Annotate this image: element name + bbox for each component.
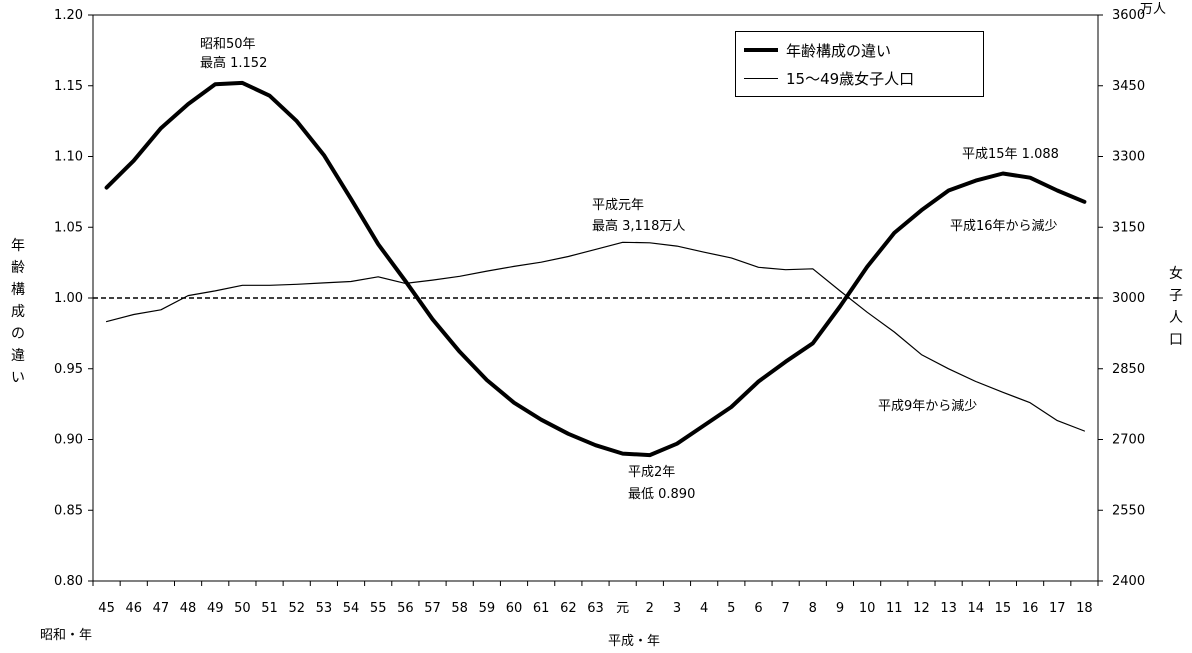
- y-left-tick-label: 1.05: [54, 220, 83, 235]
- y-right-tick-label: 3000: [1112, 291, 1145, 306]
- x-tick-label: 8: [809, 601, 817, 616]
- ylabel-char: 成: [11, 304, 25, 320]
- annotation-heisei15: 平成15年 1.088: [962, 147, 1059, 162]
- plot-frame: [92, 14, 1099, 582]
- annotation-heisei1-1: 平成元年: [592, 198, 644, 213]
- x-tick-label: 51: [261, 601, 278, 616]
- x-tick-label: 5: [727, 601, 735, 616]
- ylabel-char: 齢: [11, 260, 25, 276]
- x-tick-label: 57: [424, 601, 441, 616]
- y-right-tick-label: 3150: [1112, 220, 1145, 235]
- x-tick-label: 6: [754, 601, 762, 616]
- annotation-showa50-1: 昭和50年: [200, 37, 256, 52]
- x-tick-label: 55: [370, 601, 387, 616]
- x-tick-label: 56: [397, 601, 414, 616]
- ylabel-char: い: [11, 370, 25, 386]
- annotation-heisei2-1: 平成2年: [628, 465, 675, 480]
- ylabel-char: 女: [1169, 266, 1183, 282]
- x-tick-label: 52: [288, 601, 305, 616]
- y-right-tick-label: 2400: [1112, 574, 1145, 589]
- annotation-heisei2-2: 最低 0.890: [628, 487, 695, 502]
- series-lines: [104, 80, 1087, 458]
- x-tick-label: 13: [940, 601, 957, 616]
- xlabel-showa: 昭和・年: [40, 628, 92, 643]
- y-left-tick-label: 1.20: [54, 8, 83, 23]
- y-right-tick-label: 2550: [1112, 503, 1145, 518]
- x-tick-label: 54: [343, 601, 360, 616]
- x-tick-label: 4: [700, 601, 708, 616]
- y-right-tick-label: 2700: [1112, 433, 1145, 448]
- tick-labels: 0.80 0.85 0.90 0.95 1.00 1.05 1.10 1.15 1.20 2400…: [54, 8, 1145, 616]
- x-tick-label: 58: [451, 601, 468, 616]
- ylabel-char: の: [11, 326, 25, 342]
- annotation-showa50-2: 最高 1.152: [200, 55, 267, 71]
- legend-label-age: 年齢構成の違い: [786, 41, 892, 60]
- y-left-tick-label: 1.10: [54, 150, 83, 165]
- x-tick-label: 元: [616, 601, 629, 616]
- y-left-tick-label: 1.00: [54, 291, 83, 306]
- x-tick-label: 16: [1022, 601, 1039, 616]
- x-tick-label: 14: [967, 601, 984, 616]
- legend-swatch-thick: [744, 48, 778, 52]
- x-tick-label: 3: [673, 601, 681, 616]
- ylabel-char: 口: [1169, 332, 1183, 348]
- legend: 年齢構成の違い 15～49歳女子人口: [735, 31, 984, 97]
- x-tick-label: 53: [316, 601, 333, 616]
- x-tick-label: 2: [646, 601, 654, 616]
- x-tick-label: 62: [560, 601, 577, 616]
- annotation-heisei16: 平成16年から減少: [950, 218, 1058, 234]
- ylabel-char: 子: [1169, 288, 1183, 304]
- y-left-tick-label: 0.90: [54, 433, 83, 448]
- x-tick-label: 11: [886, 601, 903, 616]
- ylabel-char: 人: [1169, 310, 1183, 326]
- series-line-age-structure: [104, 80, 1087, 458]
- right-axis-unit: 万人: [1140, 2, 1166, 17]
- axes: [88, 14, 1103, 586]
- x-tick-label: 17: [1049, 601, 1066, 616]
- ylabel-left: 年齢構成の違い: [9, 235, 27, 389]
- ylabel-char: 年: [11, 238, 25, 254]
- series-line-female-population: [105, 241, 1086, 432]
- y-right-tick-label: 2850: [1112, 362, 1145, 377]
- legend-item-female: 15～49歳女子人口: [744, 66, 914, 90]
- legend-swatch-thin: [744, 77, 778, 79]
- x-tick-label: 47: [153, 601, 170, 616]
- x-tick-label: 50: [234, 601, 251, 616]
- legend-label-female: 15～49歳女子人口: [786, 69, 915, 88]
- x-tick-label: 18: [1076, 601, 1093, 616]
- y-left-tick-label: 0.80: [54, 574, 83, 589]
- annotation-heisei1-2: 最高 3,118万人: [592, 218, 685, 234]
- y-right-tick-label: 3450: [1112, 79, 1145, 94]
- y-right-tick-label: 3300: [1112, 150, 1145, 165]
- x-tick-label: 48: [180, 601, 197, 616]
- x-tick-label: 7: [781, 601, 789, 616]
- x-tick-label: 46: [125, 601, 142, 616]
- ylabel-char: 違: [11, 348, 25, 364]
- x-tick-label: 12: [913, 601, 930, 616]
- xlabel-heisei: 平成・年: [608, 634, 660, 649]
- y-left-tick-label: 0.95: [54, 362, 83, 377]
- x-tick-label: 10: [859, 601, 876, 616]
- y-right-tick-label: 3600: [1112, 8, 1145, 23]
- x-tick-label: 15: [995, 601, 1012, 616]
- x-tick-label: 49: [207, 601, 224, 616]
- x-tick-label: 9: [836, 601, 844, 616]
- legend-item-age: 年齢構成の違い: [744, 38, 891, 62]
- x-tick-label: 60: [506, 601, 523, 616]
- x-tick-label: 63: [587, 601, 604, 616]
- x-tick-label: 61: [533, 601, 550, 616]
- x-tick-label: 45: [98, 601, 115, 616]
- y-left-tick-label: 1.15: [54, 79, 83, 94]
- ylabel-right: 女子人口: [1167, 263, 1185, 351]
- y-left-tick-label: 0.85: [54, 503, 83, 518]
- x-tick-label: 59: [479, 601, 496, 616]
- ylabel-char: 構: [11, 282, 25, 298]
- annotation-heisei9: 平成9年から減少: [878, 398, 977, 414]
